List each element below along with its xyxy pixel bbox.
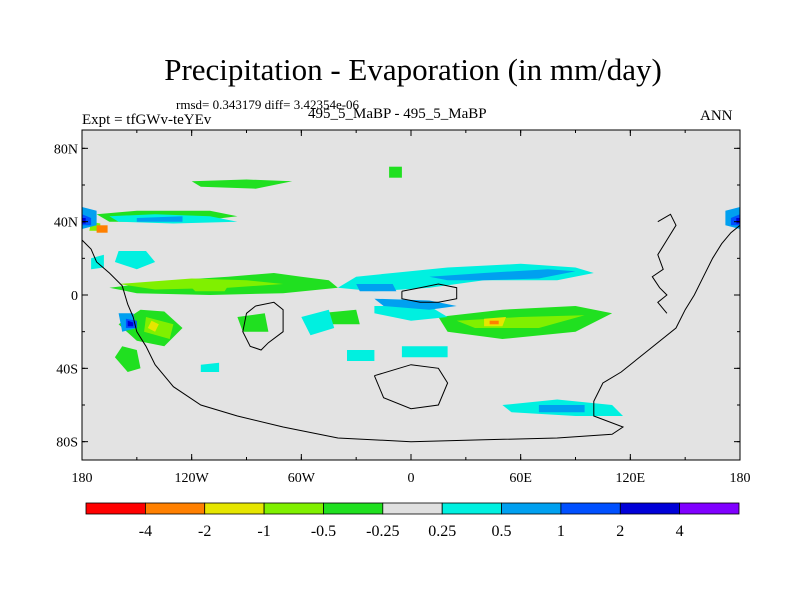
- colorbar-swatch-5: [382, 502, 443, 515]
- colorbar-label-5: 0.25: [428, 523, 456, 540]
- season-label: ANN: [700, 108, 733, 124]
- colorbar-swatch-8: [560, 502, 621, 515]
- map-background: [82, 130, 740, 460]
- case-label: 495_5_MaBP - 495_5_MaBP: [308, 106, 487, 122]
- coastlines: [82, 213, 740, 443]
- colorbar-swatch-4: [323, 502, 384, 515]
- colorbar-label-2: -1: [257, 523, 270, 540]
- contour-fill-31: [356, 284, 397, 292]
- contour-fill-32: [538, 405, 585, 413]
- fill-regions: [82, 166, 740, 416]
- contour-fill-13: [191, 285, 229, 292]
- colorbar-label-4: -0.25: [366, 523, 399, 540]
- colorbar-label-9: 4: [676, 523, 684, 540]
- contour-fill-24: [347, 350, 375, 361]
- contour-fill-8: [389, 166, 402, 178]
- contour-fill-15: [147, 320, 159, 332]
- colorbar-label-0: -4: [139, 523, 152, 540]
- contour-fill-28: [429, 269, 576, 281]
- chart-title: Precipitation - Evaporation (in mm/day): [164, 52, 662, 87]
- x-tick-label-0: 180: [72, 471, 93, 486]
- colorbar-label-3: -0.5: [311, 523, 336, 540]
- y-tick-label-4: 80S: [56, 436, 78, 451]
- colorbar-label-8: 2: [616, 523, 624, 540]
- colorbar-swatch-1: [144, 502, 206, 515]
- colorbar: -4 -2 -1 -0.5 -0.25 0.25 0.5 1 2 4: [85, 502, 740, 540]
- contour-fill-41: [127, 320, 134, 327]
- contour-fill-22: [114, 251, 156, 270]
- x-tick-label-5: 120E: [616, 471, 646, 486]
- contour-fill-33: [136, 216, 183, 222]
- colorbar-label-6: 0.5: [492, 523, 512, 540]
- contour-fill-39: [82, 218, 86, 224]
- contour-fill-26: [301, 309, 335, 336]
- colorbar-swatch-2: [204, 502, 265, 515]
- contour-fill-4: [114, 346, 141, 372]
- contour-fill-16: [489, 320, 499, 325]
- coastline-4: [651, 213, 677, 314]
- y-axis: 80N 40N 0 40S 80S: [54, 142, 740, 451]
- colorbar-swatch-3: [263, 502, 324, 515]
- colorbar-swatch-0: [85, 502, 146, 515]
- x-tick-label-3: 0: [408, 471, 415, 486]
- y-tick-label-2: 0: [71, 289, 78, 304]
- colorbar-swatch-10: [679, 502, 740, 515]
- x-axis: 180 120W 60W 0 60E 120E 180: [72, 130, 751, 486]
- x-tick-label-2: 60W: [288, 471, 316, 486]
- coastline-1: [242, 301, 284, 351]
- contour-fill-9: [118, 278, 284, 290]
- y-tick-label-1: 40N: [54, 216, 78, 231]
- contour-fill-40: [736, 218, 740, 224]
- y-tick-label-3: 40S: [56, 362, 78, 377]
- experiment-label: Expt = tfGWv-teYEv: [82, 112, 212, 128]
- y-tick-label-0: 80N: [54, 142, 78, 157]
- x-tick-label-6: 180: [730, 471, 751, 486]
- contour-fill-23: [401, 346, 448, 358]
- coastline-3: [373, 364, 449, 410]
- colorbar-label-7: 1: [557, 523, 565, 540]
- contour-fill-17: [96, 225, 108, 233]
- x-tick-label-1: 120W: [175, 471, 210, 486]
- contour-fill-29: [374, 298, 457, 310]
- coastline-0: [82, 224, 740, 443]
- stats-label: rmsd= 0.343179 diff= 3.42354e-06: [176, 97, 360, 112]
- x-tick-label-4: 60E: [509, 471, 532, 486]
- contour-fill-25: [200, 362, 220, 372]
- coastline-2: [401, 283, 458, 303]
- contour-fill-2: [191, 179, 293, 189]
- colorbar-label-1: -2: [198, 523, 211, 540]
- colorbar-swatch-7: [501, 502, 562, 515]
- colorbar-swatch-6: [441, 502, 503, 515]
- colorbar-swatch-9: [619, 502, 681, 515]
